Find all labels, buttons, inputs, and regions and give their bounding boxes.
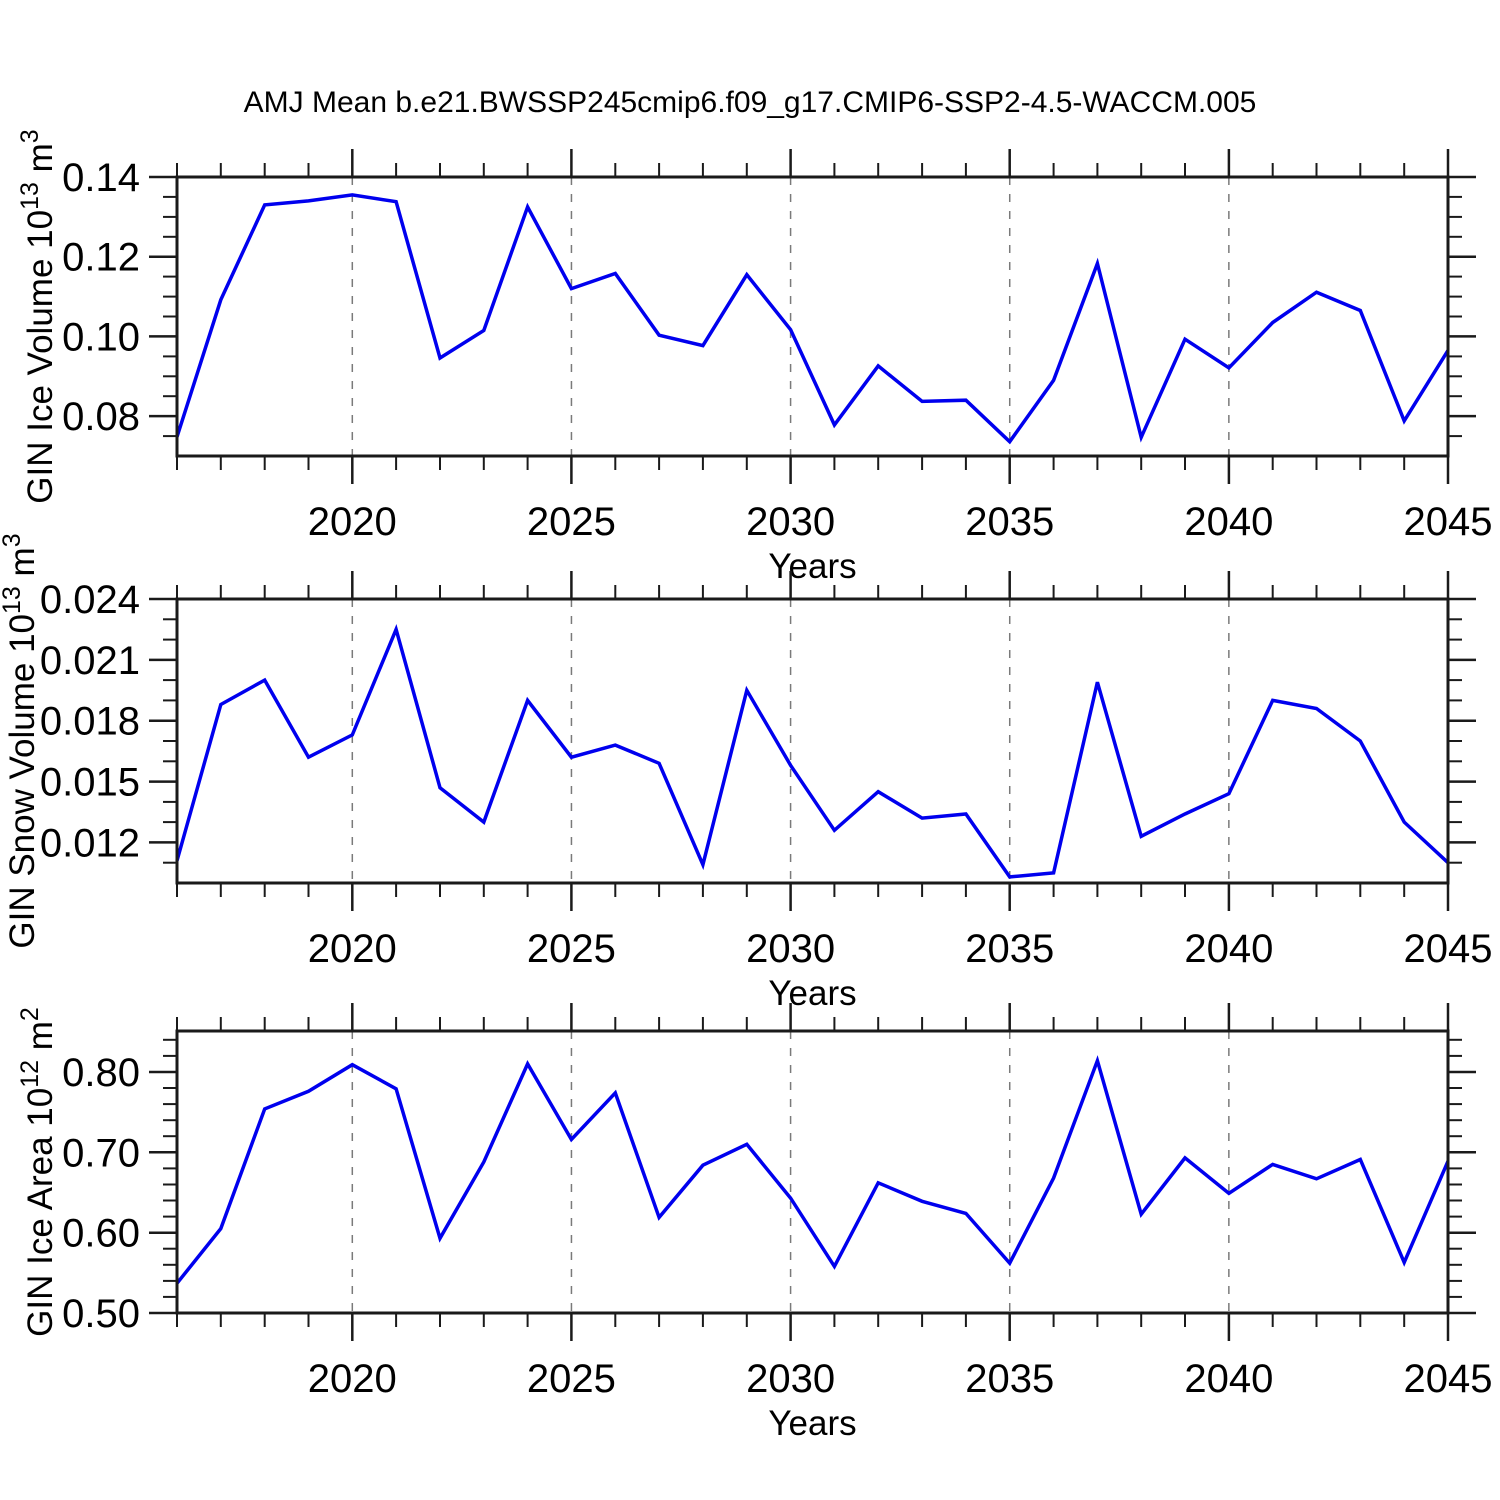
x-tick-label: 2020	[308, 927, 397, 971]
x-tick-label: 2040	[1184, 927, 1273, 971]
chart-gin-ice-volume: 2020 2025 2030 2035 2040 2045 0.08 0.10 0.12 0.14…	[16, 129, 1492, 586]
x-tick-labels: 2020 2025 2030 2035 2040 2045	[308, 500, 1493, 544]
gridlines	[351, 599, 1230, 883]
y-tick-label: 0.024	[40, 578, 140, 622]
x-tick-label: 2035	[965, 1357, 1054, 1401]
x-tick-label: 2030	[746, 927, 835, 971]
data-line	[175, 193, 1450, 445]
y-tick-label: 0.60	[62, 1212, 140, 1256]
x-tick-label: 2030	[746, 500, 835, 544]
y-axis-ticks	[149, 597, 1476, 864]
x-tick-label: 2020	[308, 1357, 397, 1401]
y-tick-label: 0.70	[62, 1131, 140, 1175]
y-tick-label: 0.08	[62, 395, 140, 439]
x-tick-label: 2040	[1184, 500, 1273, 544]
x-tick-labels: 2020 2025 2030 2035 2040 2045	[308, 1357, 1493, 1401]
y-axis-ticks	[149, 1038, 1476, 1315]
x-axis-title: Years	[768, 974, 856, 1013]
x-axis-ticks	[176, 149, 1450, 484]
y-tick-labels: 0.08 0.10 0.12 0.14	[62, 156, 140, 439]
x-tick-label: 2030	[746, 1357, 835, 1401]
y-tick-label: 0.50	[62, 1292, 140, 1336]
gridlines	[351, 1031, 1230, 1313]
chart-gin-snow-volume: 2020 2025 2030 2035 2040 20450.0120.0150.0180…	[0, 533, 1492, 1013]
x-axis-ticks	[176, 571, 1450, 911]
y-tick-label: 0.015	[40, 761, 140, 805]
x-tick-label: 2025	[527, 927, 616, 971]
y-axis-title: GIN Ice Volume 1013 m3	[16, 129, 60, 503]
y-axis-title: GIN Ice Area 1012 m2	[16, 1007, 60, 1337]
y-tick-label: 0.018	[40, 700, 140, 744]
y-axis-ticks	[149, 175, 1476, 438]
gridlines	[351, 177, 1230, 456]
x-tick-label: 2045	[1404, 927, 1493, 971]
plot-frame	[175, 597, 1450, 885]
figure-title: AMJ Mean b.e21.BWSSP245cmip6.f09_g17.CMI…	[244, 86, 1257, 119]
x-axis-title: Years	[768, 1404, 856, 1443]
data-line	[175, 1055, 1450, 1285]
y-tick-label: 0.012	[40, 821, 140, 865]
x-tick-label: 2025	[527, 1357, 616, 1401]
chart-gin-ice-area: 2020 2025 2030 2035 2040 2045 0.50 0.60 0.70 0.80…	[16, 1003, 1492, 1443]
x-tick-label: 2045	[1404, 1357, 1493, 1401]
x-tick-labels: 2020 2025 2030 2035 2040 2045	[308, 927, 1493, 971]
y-tick-label: 0.10	[62, 315, 140, 359]
y-tick-label: 0.12	[62, 236, 140, 280]
y-tick-labels: 0.012 0.015 0.018 0.021 0.024	[40, 578, 140, 865]
x-tick-label: 2040	[1184, 1357, 1273, 1401]
data-line	[175, 624, 1450, 879]
y-tick-label: 0.021	[40, 639, 140, 683]
y-tick-label: 0.14	[62, 156, 140, 200]
y-axis-title: GIN Snow Volume 1013 m3	[0, 533, 42, 948]
x-tick-label: 2025	[527, 500, 616, 544]
x-tick-label: 2035	[965, 500, 1054, 544]
y-tick-label: 0.80	[62, 1051, 140, 1095]
x-tick-label: 2035	[965, 927, 1054, 971]
x-axis-title: Years	[768, 547, 856, 586]
plot-frame	[175, 1029, 1450, 1315]
y-tick-labels: 0.50 0.60 0.70 0.80	[62, 1051, 140, 1336]
x-axis-ticks	[176, 1003, 1450, 1341]
x-tick-label: 2045	[1404, 500, 1493, 544]
x-tick-label: 2020	[308, 500, 397, 544]
plot-frame	[175, 175, 1450, 458]
